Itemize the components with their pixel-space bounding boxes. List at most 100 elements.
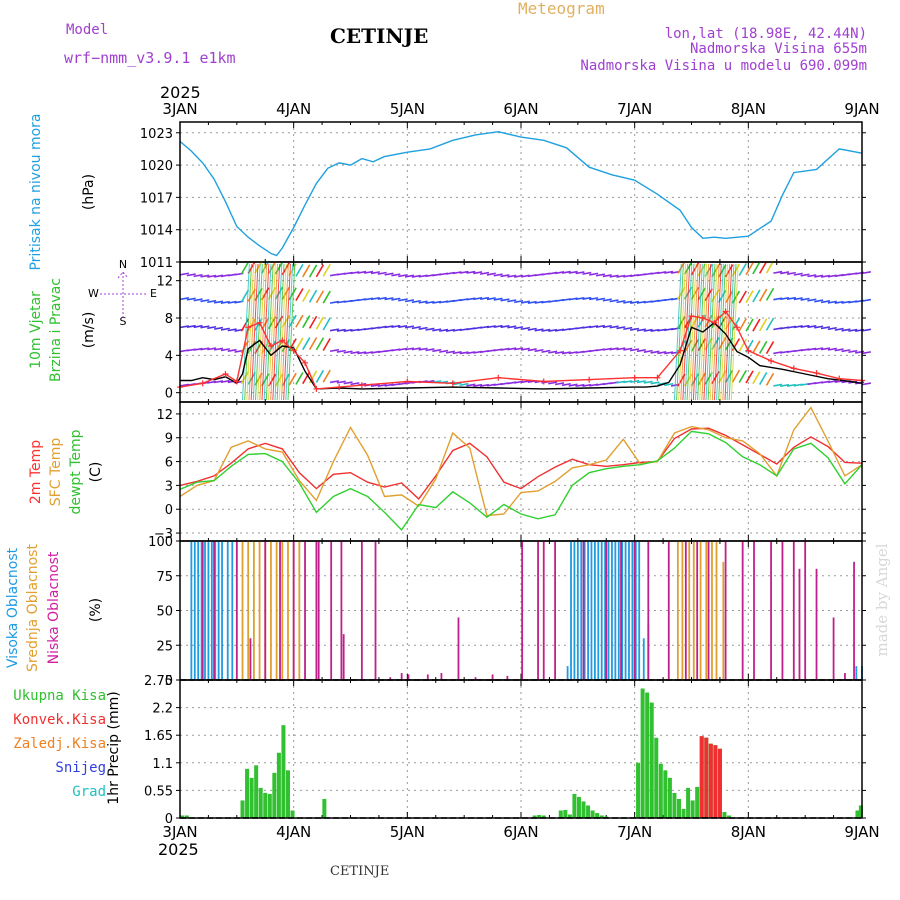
wind-barb: [745, 290, 754, 304]
y-tick-label: 2.75: [144, 674, 173, 689]
bar-srednja-oblacnost: [711, 541, 713, 680]
bar-ukupna-kisa: [654, 737, 659, 818]
gust-marker: [336, 384, 343, 391]
wind-barb: [623, 347, 633, 351]
wind-storm-ray: [711, 263, 720, 401]
y-tick-label: 1020: [140, 159, 173, 174]
wind-barb: [773, 270, 783, 274]
wind-barb: [554, 382, 565, 386]
wind-barb: [281, 339, 290, 352]
bar-visoka-oblacnost: [621, 541, 624, 680]
bar-niska-oblacnost: [342, 634, 345, 680]
wind-barb: [704, 314, 713, 328]
bar-niska-oblacnost: [542, 541, 545, 680]
y-tick-label: 1023: [140, 127, 173, 142]
bar-konvek.kisa: [708, 743, 713, 818]
wind-barb: [343, 350, 353, 354]
bar-niska-oblacnost: [491, 674, 494, 680]
wind-barb: [377, 296, 387, 300]
bar-ukupna-kisa: [645, 692, 650, 818]
wind-barb: [329, 300, 340, 304]
bar-niska-oblacnost: [249, 638, 252, 680]
wind-barb: [315, 290, 325, 304]
bar-ukupna-kisa: [636, 762, 641, 818]
y-tick-label: 9: [165, 432, 173, 447]
wind-barb: [752, 289, 761, 303]
wind-barb: [616, 300, 626, 304]
y-tick-label: 0: [165, 812, 173, 827]
pressure-ylabel: Pritisak na nivou mora: [28, 113, 44, 270]
wind-barb: [411, 274, 421, 278]
wind-barb: [718, 264, 727, 278]
bar-visoka-oblacnost: [580, 541, 583, 680]
wind-barb: [636, 380, 646, 384]
wind-storm-ray: [259, 263, 268, 401]
bar-visoka-oblacnost: [631, 541, 634, 680]
bar-ukupna-kisa: [595, 812, 600, 818]
wind-barb: [500, 274, 510, 278]
wind-barb: [527, 300, 537, 304]
wind-barb: [636, 328, 646, 332]
wind-barb: [439, 349, 449, 353]
bar-niska-oblacnost: [521, 541, 524, 680]
wind-barb: [731, 369, 741, 383]
wind-barb: [834, 327, 844, 331]
wind-barb: [500, 347, 510, 351]
wind-barb: [704, 371, 713, 385]
wind-barb: [370, 383, 380, 388]
bar-ukupna-kisa: [180, 815, 185, 818]
bar-ukupna-kisa: [558, 810, 563, 818]
x-label-top: 6JAN: [503, 100, 538, 118]
wind-barb: [439, 328, 449, 332]
bar-ukupna-kisa: [258, 787, 263, 818]
wind-barb: [724, 337, 734, 351]
wind-barb: [568, 270, 578, 274]
bar-ukupna-kisa: [681, 808, 686, 818]
wind-barb: [650, 350, 660, 354]
wind-barb: [609, 325, 619, 329]
bar-srednja-oblacnost: [275, 541, 278, 680]
y-tick-label: −3: [154, 527, 173, 542]
wind-barb: [295, 314, 304, 328]
left-labels: Pritisak na nivou mora (hPa) 10m Vjetar Brz…: [5, 113, 157, 804]
wind-barb: [643, 380, 653, 384]
gust-marker: [722, 308, 729, 315]
bar-visoka-oblacnost: [190, 541, 193, 680]
y-tick-label: 25: [156, 639, 173, 654]
gust-marker: [256, 319, 263, 326]
wind-storm-ray: [688, 263, 697, 401]
bar-visoka-oblacnost: [221, 541, 223, 680]
wind-storm-ray: [724, 263, 733, 401]
wind-barb: [336, 349, 346, 353]
wind-barb: [302, 337, 311, 351]
wind-barb: [514, 347, 524, 351]
wind-barb: [493, 273, 503, 277]
wind-barb: [534, 348, 544, 353]
y-tick-label: 0: [165, 387, 173, 402]
wind-storm-ray: [726, 263, 735, 401]
wind-barb: [411, 299, 421, 304]
bar-niska-oblacnost: [304, 541, 306, 680]
bar-visoka-oblacnost: [634, 541, 637, 680]
wind-barb: [227, 300, 237, 304]
wind-barb: [207, 325, 217, 330]
bar-niska-oblacnost: [741, 541, 744, 680]
bar-visoka-oblacnost: [638, 541, 641, 680]
wind-barb: [254, 317, 263, 331]
bar-niska-oblacnost: [792, 541, 795, 680]
wind-barb: [274, 286, 284, 300]
wind-barb: [315, 316, 325, 330]
bar-ukupna-kisa: [272, 772, 277, 818]
wind-barb: [391, 297, 401, 301]
wind-barb: [308, 289, 318, 303]
wind-barb: [404, 299, 415, 303]
wind-barb: [738, 338, 747, 352]
wind-storm-ray: [709, 263, 718, 401]
bar-visoka-oblacnost: [614, 541, 617, 680]
model-elevation-text: Nadmorska Visina u modelu 690.099m: [580, 58, 867, 74]
compass-south: S: [120, 315, 127, 328]
bar-ukupna-kisa: [245, 768, 250, 818]
precip-ylabel: 1hr Precip (mm): [106, 691, 122, 804]
wind-barb: [364, 270, 374, 274]
wind-barb: [425, 300, 435, 304]
